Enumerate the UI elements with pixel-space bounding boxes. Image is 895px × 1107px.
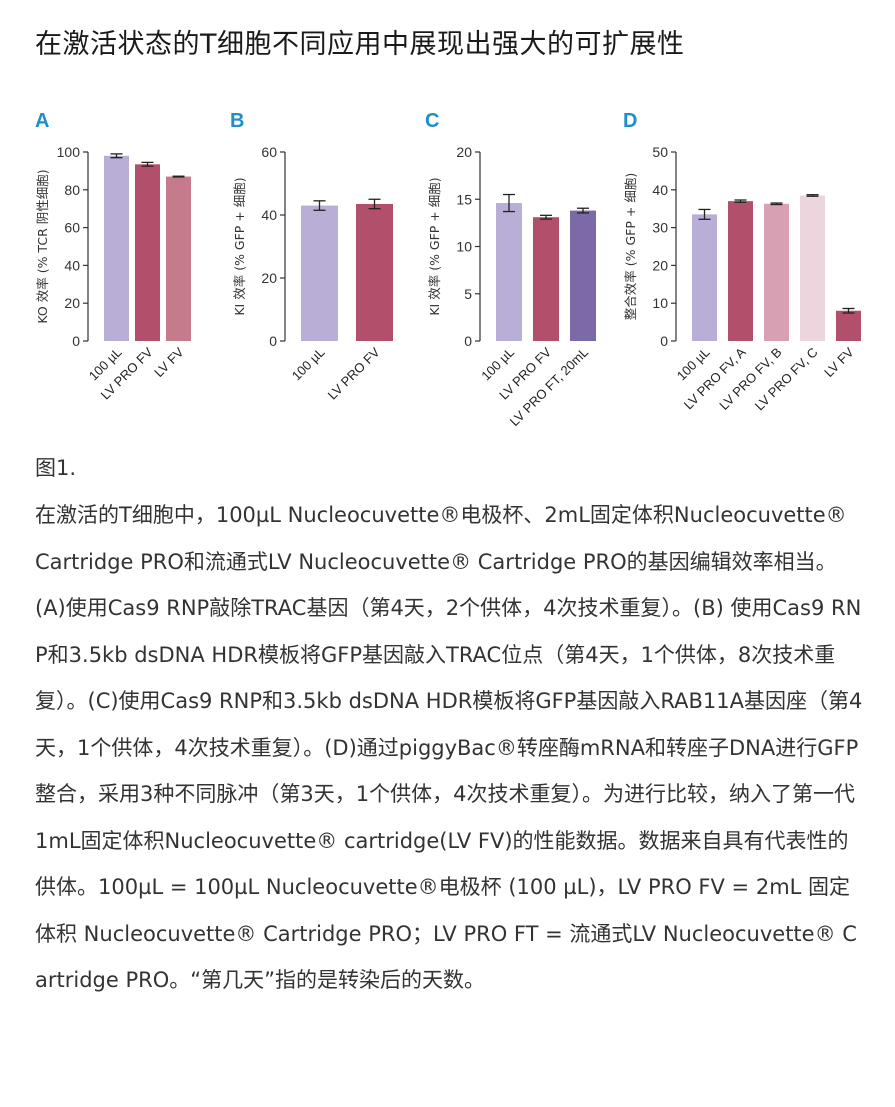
x-tick-label-d-5: LV FV [821,344,857,380]
bar-b-2 [356,203,393,341]
y-tick-label-b: 40 [261,207,277,223]
panel-label-d: D [623,110,637,132]
bar-d-2 [728,201,753,341]
y-tick-label-c: 5 [464,286,472,302]
bar-d-5 [836,310,861,341]
y-tick-label-a: 0 [72,333,80,349]
panel-label-b: B [230,110,244,132]
x-tick-label-a-3: LV FV [151,344,187,380]
y-tick-label-c: 0 [464,333,472,349]
bar-a-3 [166,176,191,341]
y-tick-label-b: 20 [261,270,277,286]
y-tick-label-c: 15 [456,191,472,207]
y-tick-label-c: 10 [456,239,472,255]
y-axis-title-d: 整合效率 (% GFP + 细胞) [623,173,638,320]
panel-label-c: C [425,110,439,132]
y-axis-title-b: KI 效率 (% GFP + 细胞) [232,177,247,315]
panel-label-a: A [35,110,49,132]
bar-c-2 [533,217,559,341]
y-tick-label-a: 60 [64,220,80,236]
x-tick-label-b-1: 100 µL [289,345,328,384]
y-tick-label-a: 100 [57,144,81,160]
figure-label: 图1. [35,456,77,480]
bar-a-1 [104,155,129,341]
x-tick-label-b-2: LV PRO FV [325,344,383,402]
bar-a-2 [135,164,160,341]
y-tick-label-a: 80 [64,182,80,198]
y-tick-label-b: 60 [261,144,277,160]
bar-c-1 [496,203,522,341]
bar-d-3 [764,203,789,341]
y-axis-title-a: KO 效率 (% TCR 阴性细胞) [35,169,50,323]
bar-d-4 [800,195,825,341]
y-tick-label-d: 40 [652,182,668,198]
y-tick-label-d: 10 [652,295,668,311]
bar-d-1 [692,214,717,341]
x-tick-label-d-4: LV PRO FV, C [752,345,821,414]
figure-caption: 在激活的T细胞中，100µL Nucleocuvette®电极杯、2mL固定体积… [35,503,863,992]
y-tick-label-d: 0 [660,333,668,349]
y-tick-label-d: 50 [652,144,668,160]
page-title: 在激活状态的T细胞不同应用中展现出强大的可扩展性 [35,29,685,60]
y-axis-title-c: KI 效率 (% GFP + 细胞) [427,177,442,315]
bar-b-1 [301,205,338,341]
y-tick-label-a: 20 [64,295,80,311]
bar-c-3 [570,210,596,341]
y-tick-label-c: 20 [456,144,472,160]
y-tick-label-b: 0 [269,333,277,349]
y-tick-label-d: 30 [652,220,668,236]
y-tick-label-d: 20 [652,257,668,273]
y-tick-label-a: 40 [64,257,80,273]
